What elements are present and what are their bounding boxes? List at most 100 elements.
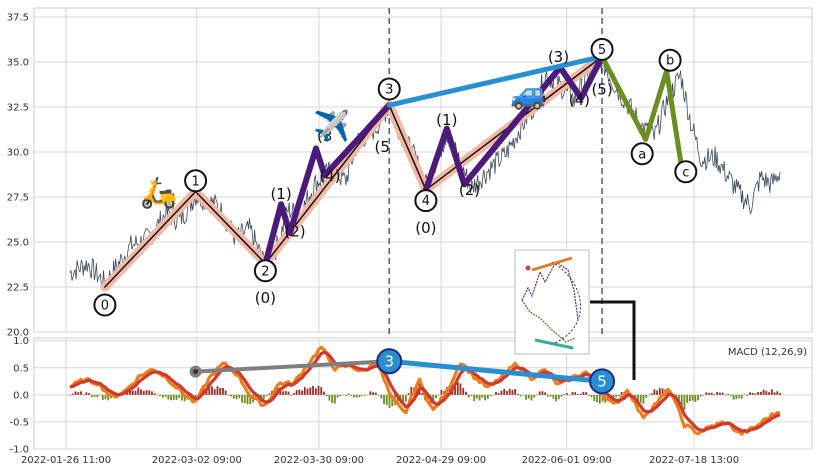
macd-gray-line <box>195 359 390 374</box>
macd-hist-bar <box>243 394 246 404</box>
macd-hist-bar <box>574 392 577 395</box>
wave-circle-label: 1 <box>191 174 199 189</box>
macd-hist-bar <box>615 394 618 398</box>
macd-hist-bar <box>353 394 355 398</box>
macd-hist-bar <box>161 394 164 398</box>
macd-hist-bar <box>713 394 716 395</box>
macd-hist-bar <box>364 394 366 396</box>
emoji-marker: 🛵 <box>140 175 177 210</box>
macd-hist-bar <box>385 394 388 406</box>
macd-hist-bar <box>290 394 293 396</box>
macd-hist-bar <box>211 386 213 395</box>
macd-hist-bar <box>320 387 323 395</box>
price-panel: 20.022.525.027.530.032.535.037.5 (0)(1)(… <box>7 7 813 449</box>
macd-hist-bar <box>754 393 757 395</box>
macd-hist-bar <box>407 393 410 395</box>
macd-hist-bar <box>241 394 243 403</box>
macd-hist-bar <box>648 394 650 396</box>
price-ytick-label: 27.5 <box>7 193 29 204</box>
macd-hist-bar <box>222 387 224 395</box>
macd-hist-bar <box>131 390 134 395</box>
macd-hist-bar <box>77 392 80 395</box>
macd-hist-bar <box>484 394 486 401</box>
macd-hist-bar <box>331 394 334 404</box>
macd-hist-bar <box>590 394 593 398</box>
wave-line <box>599 54 685 175</box>
macd-hist-bar <box>508 388 511 395</box>
macd-hist-bar <box>598 394 601 404</box>
macd-hist-bar <box>391 394 394 407</box>
macd-hist-bar <box>511 390 514 395</box>
macd-marker-circle <box>589 368 616 395</box>
macd-hist-bar <box>506 390 508 395</box>
macd-hist-bar <box>607 394 609 401</box>
macd-hist-bar <box>175 394 178 400</box>
macd-hist-bar <box>342 394 344 396</box>
macd-hist-bar <box>249 394 252 405</box>
macd-hist-bar <box>208 385 211 395</box>
wave-circle <box>630 142 654 166</box>
macd-overlay: 35 <box>189 348 616 395</box>
macd-hist-bar <box>549 394 552 397</box>
macd-hist-bar <box>699 394 702 397</box>
macd-hist-bar <box>776 391 779 395</box>
macd-hist-bar <box>372 392 375 395</box>
wave-circle-label: 5 <box>598 43 606 58</box>
wave-label: (2) <box>284 223 305 241</box>
macd-hist-bar <box>181 394 183 401</box>
macd-hist-bar <box>530 394 533 401</box>
macd-hist-bar <box>566 393 568 395</box>
macd-hist-bar <box>361 394 364 396</box>
macd-hist-bar <box>104 394 107 399</box>
macd-hist-bar <box>516 393 519 395</box>
macd-hist-bar <box>563 394 566 395</box>
macd-hist-bar <box>751 392 754 395</box>
macd-hist-bar <box>235 394 238 400</box>
macd-hist-bar <box>620 392 623 395</box>
macd-hist-bar <box>170 394 172 401</box>
macd-hist-bar <box>779 393 781 395</box>
macd-ytick-label: 0.0 <box>13 390 29 401</box>
macd-hist-bar <box>213 389 216 395</box>
macd-hist-bar <box>716 391 719 395</box>
wave-label: (2) <box>459 181 480 199</box>
macd-hist-bar <box>69 394 71 396</box>
macd-hist-bar <box>462 388 465 395</box>
macd-hist-bar <box>178 394 181 398</box>
wave-label: (4) <box>319 167 340 185</box>
macd-hist-bar <box>172 394 175 400</box>
macd-hist-bar <box>440 389 443 395</box>
macd-hist-bar <box>579 393 582 395</box>
inset-green-wave <box>521 299 576 343</box>
macd-hist-bar <box>388 394 391 408</box>
macd-hist-bar <box>159 394 162 397</box>
macd-hist-bar <box>156 394 159 396</box>
macd-hist-bar <box>101 394 104 401</box>
macd-hist-bar <box>465 391 467 395</box>
macd-hist-bar <box>142 390 145 395</box>
inset-top-bar <box>531 256 573 272</box>
macd-hist-bar <box>721 392 724 395</box>
macd-hist-bar <box>99 394 101 396</box>
macd-hist-bar <box>355 394 358 398</box>
macd-hist-bar <box>596 394 598 403</box>
macd-hist-bar <box>658 388 661 395</box>
macd-hist-bar <box>293 393 295 395</box>
macd-hist-bar <box>650 393 653 395</box>
wave-label: (3) <box>548 48 569 66</box>
wave-circle-label: 0 <box>101 299 109 314</box>
macd-hist-bar <box>306 388 309 395</box>
price-ytick-label: 25.0 <box>7 238 29 249</box>
macd-hist-bar <box>746 394 749 397</box>
macd-hist-bar <box>735 394 738 399</box>
macd-hist-bar <box>298 389 301 395</box>
price-ytick-label: 32.5 <box>7 103 29 114</box>
macd-hist-bar <box>268 393 271 395</box>
inset-purple-wave <box>521 261 579 321</box>
macd-hist-bar <box>500 390 503 395</box>
macd-hist-bar <box>90 394 93 397</box>
macd-hist-bar <box>645 394 648 398</box>
macd-hist-bar <box>421 392 424 395</box>
macd-hist-bar <box>339 394 342 397</box>
macd-hist-bar <box>282 391 284 395</box>
